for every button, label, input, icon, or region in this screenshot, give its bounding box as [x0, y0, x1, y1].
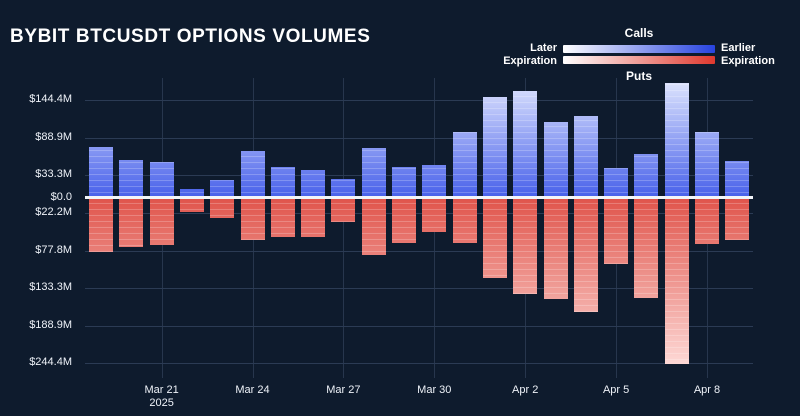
- horizontal-gridline: [85, 213, 753, 214]
- legend-later-expiration-label: Later Expiration: [477, 42, 557, 67]
- call-bar-mar-21[interactable]: [149, 162, 174, 198]
- y-tick-label: $188.9M: [29, 318, 72, 331]
- x-tick-label: Apr 5: [584, 384, 648, 397]
- horizontal-gridline: [85, 175, 753, 177]
- call-bar-mar-26[interactable]: [301, 169, 326, 198]
- put-bar-mar-31[interactable]: [452, 198, 477, 244]
- x-axis: Mar 21 2025 Mar 24 Mar 27 Mar 30 Apr 2 Apr 5 Ap…: [85, 382, 753, 412]
- page-title: BYBIT BTCUSDT OPTIONS VOLUMES: [10, 26, 371, 47]
- legend-earlier-line1: Earlier: [721, 42, 756, 54]
- put-bar-apr-3[interactable]: [543, 198, 568, 300]
- horizontal-gridline: [85, 288, 753, 290]
- x-tick-date: Mar 21: [144, 384, 179, 396]
- put-bar-mar-27[interactable]: [331, 198, 356, 223]
- calls-gradient-strip: [563, 45, 715, 54]
- call-bar-mar-22[interactable]: [179, 189, 204, 198]
- put-bar-mar-26[interactable]: [301, 198, 326, 238]
- call-bar-mar-27[interactable]: [331, 179, 356, 198]
- call-bar-mar-30[interactable]: [422, 164, 447, 198]
- call-bar-apr-7[interactable]: [664, 83, 689, 198]
- legend-later-line1: Later: [530, 42, 557, 54]
- call-bar-apr-4[interactable]: [573, 115, 598, 198]
- legend-earlier-line2: Expiration: [721, 54, 775, 67]
- y-tick-label: $133.3M: [29, 281, 72, 294]
- call-bar-mar-24[interactable]: [240, 150, 265, 198]
- put-bar-mar-29[interactable]: [392, 198, 416, 244]
- call-bar-apr-3[interactable]: [543, 121, 568, 198]
- put-bar-apr-4[interactable]: [573, 198, 598, 312]
- call-bar-apr-8[interactable]: [695, 131, 719, 198]
- put-bar-mar-21[interactable]: [149, 198, 174, 246]
- y-tick-label: $244.4M: [29, 356, 72, 369]
- horizontal-gridline: [85, 363, 753, 365]
- horizontal-gridline: [85, 100, 753, 102]
- x-tick-year: 2025: [149, 397, 174, 409]
- call-bar-mar-23[interactable]: [210, 180, 235, 198]
- call-bar-apr-9[interactable]: [725, 160, 750, 198]
- horizontal-gridline: [85, 325, 753, 327]
- legend-earlier-expiration-label: Earlier Expiration: [721, 42, 800, 67]
- put-bar-mar-22[interactable]: [179, 198, 204, 213]
- x-tick-label: Mar 24: [221, 384, 285, 397]
- y-axis: $144.4M $88.9M $33.3M $0.0 $22.2M $77.8M $133.…: [0, 78, 78, 378]
- plot-area: [85, 78, 753, 378]
- x-tick-date: Apr 8: [693, 384, 721, 396]
- y-tick-label: $144.4M: [29, 93, 72, 106]
- x-tick-date: Apr 5: [602, 384, 630, 396]
- put-bar-apr-9[interactable]: [725, 198, 750, 240]
- x-tick-label: Mar 21 2025: [130, 384, 194, 410]
- x-tick-label: Apr 2: [493, 384, 557, 397]
- legend-calls-label: Calls: [624, 26, 654, 40]
- call-bar-mar-29[interactable]: [392, 166, 416, 198]
- put-bar-mar-30[interactable]: [422, 198, 447, 232]
- put-bar-mar-19[interactable]: [89, 198, 113, 253]
- x-tick-date: Mar 27: [326, 384, 361, 396]
- vertical-gridline: [343, 78, 345, 378]
- put-bar-apr-8[interactable]: [695, 198, 719, 244]
- put-bar-apr-7[interactable]: [664, 198, 689, 364]
- put-bar-apr-5[interactable]: [604, 198, 629, 265]
- y-tick-label: $88.9M: [35, 130, 72, 143]
- legend-later-line2: Expiration: [503, 54, 557, 67]
- y-tick-label: $22.2M: [35, 206, 72, 218]
- call-bar-mar-28[interactable]: [361, 147, 386, 198]
- x-tick-label: Apr 8: [675, 384, 739, 397]
- zero-line: [85, 196, 753, 199]
- put-bar-apr-1[interactable]: [482, 198, 507, 278]
- puts-gradient-strip: [563, 56, 715, 65]
- call-bar-mar-31[interactable]: [452, 132, 477, 198]
- legend: Calls Later Expiration Earlier Expiratio…: [477, 26, 800, 83]
- call-bar-apr-6[interactable]: [634, 154, 659, 198]
- y-tick-label: $0.0: [50, 191, 72, 203]
- horizontal-gridline: [85, 250, 753, 252]
- call-bar-apr-5[interactable]: [604, 168, 629, 198]
- y-tick-label: $77.8M: [35, 243, 72, 256]
- put-bar-apr-6[interactable]: [634, 198, 659, 298]
- put-bar-apr-2[interactable]: [513, 198, 538, 294]
- call-bar-apr-1[interactable]: [482, 96, 507, 198]
- x-tick-date: Mar 24: [235, 384, 270, 396]
- put-bar-mar-20[interactable]: [119, 198, 144, 247]
- legend-puts-label: Puts: [625, 69, 652, 84]
- x-tick-date: Apr 2: [512, 384, 539, 396]
- put-bar-mar-23[interactable]: [210, 198, 235, 219]
- legend-gradient-strips: [563, 42, 715, 67]
- call-bar-mar-20[interactable]: [119, 160, 144, 198]
- y-tick-label: $33.3M: [35, 168, 72, 181]
- call-bar-mar-19[interactable]: [89, 147, 113, 198]
- x-tick-label: Mar 27: [311, 384, 375, 397]
- x-tick-label: Mar 30: [402, 384, 466, 397]
- put-bar-mar-24[interactable]: [240, 198, 265, 240]
- horizontal-gridline: [85, 137, 753, 139]
- x-tick-date: Mar 30: [417, 384, 452, 396]
- call-bar-apr-2[interactable]: [513, 91, 538, 198]
- put-bar-mar-28[interactable]: [361, 198, 386, 255]
- call-bar-mar-25[interactable]: [270, 166, 295, 198]
- put-bar-mar-25[interactable]: [270, 198, 295, 238]
